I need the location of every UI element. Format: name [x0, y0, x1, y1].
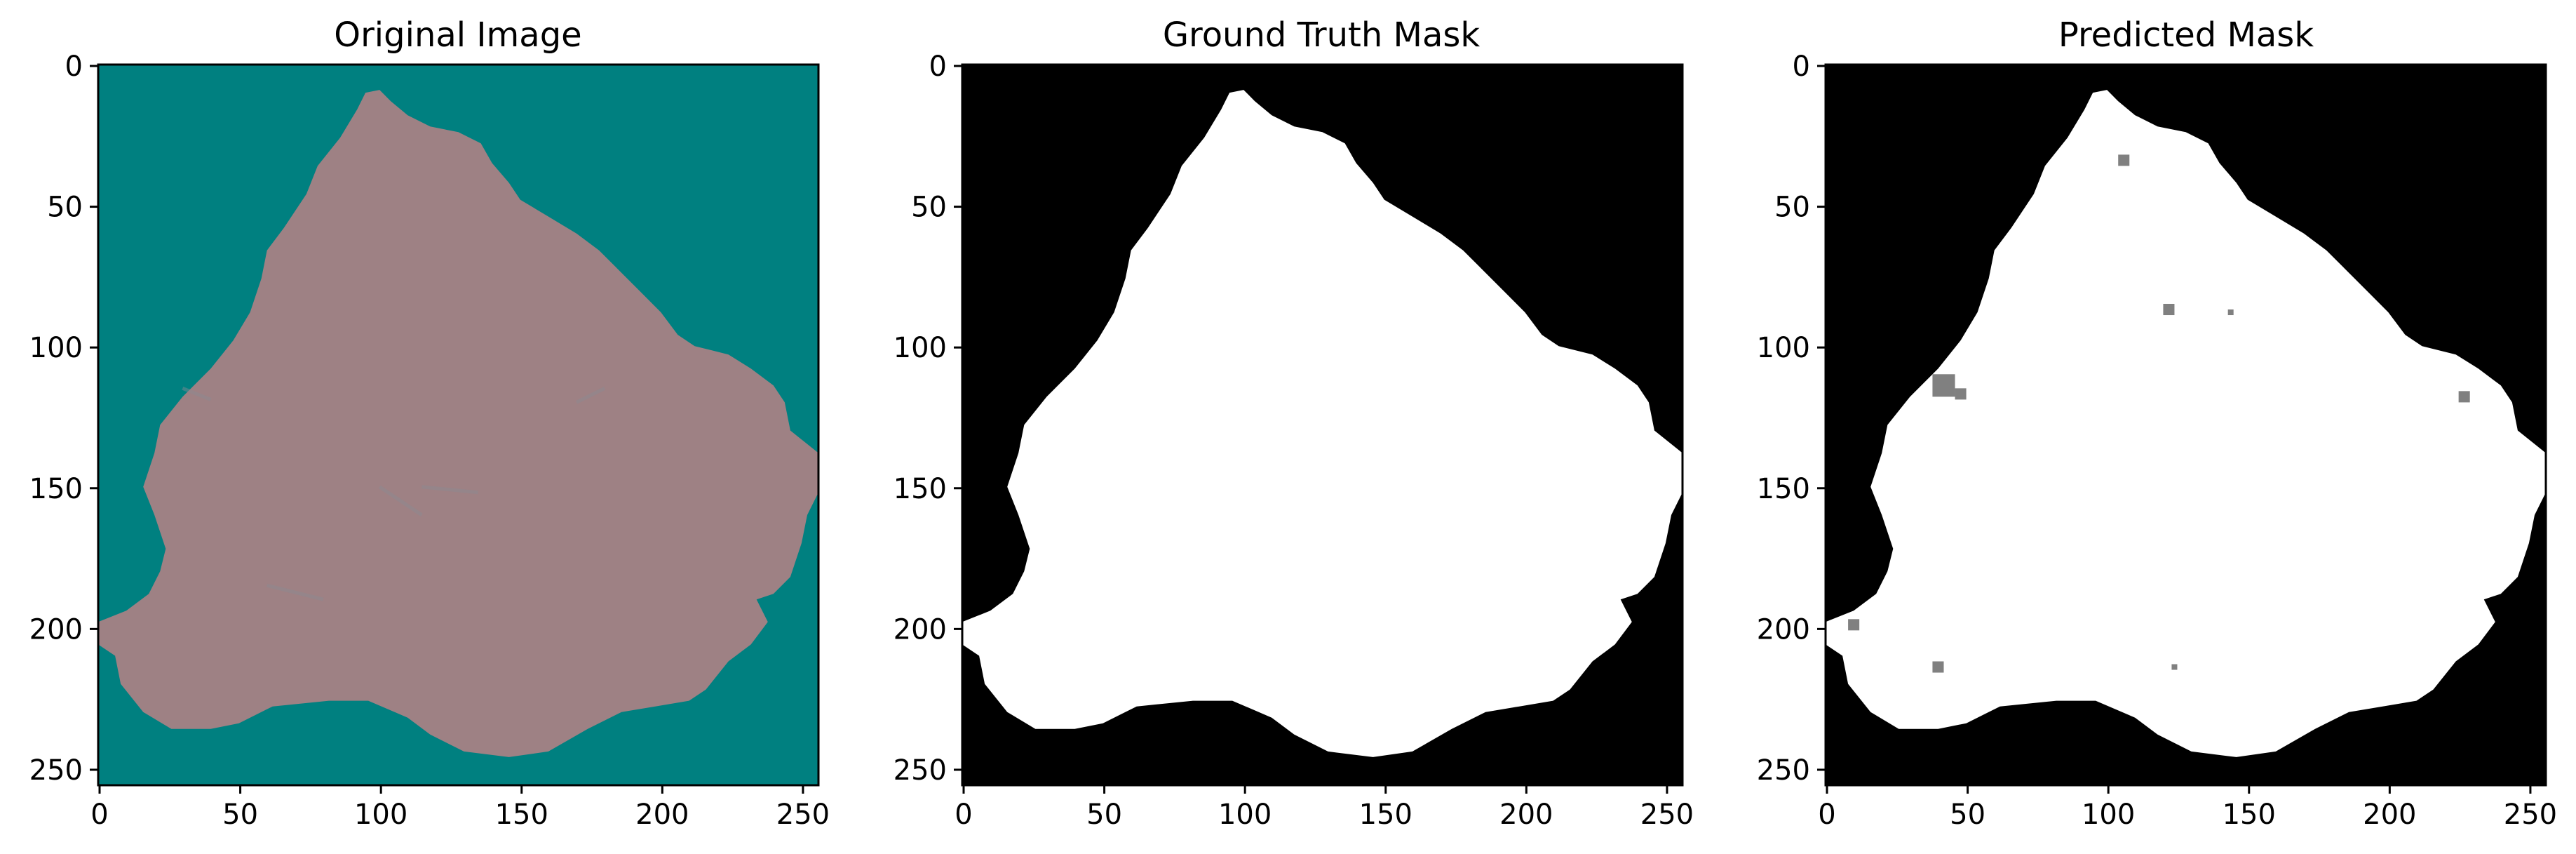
uncertain-spot [2458, 391, 2470, 403]
x-tick-label: 0 [90, 799, 108, 831]
mask-region [962, 90, 1683, 757]
panel-title: Ground Truth Mask [1163, 15, 1481, 55]
uncertain-spot [1848, 619, 1860, 631]
y-tick-label: 100 [29, 332, 83, 364]
texture-streak [575, 387, 606, 404]
y-tick-label: 150 [893, 473, 947, 505]
y-tick-label: 50 [1774, 192, 1810, 224]
x-tick-label: 100 [1218, 799, 1272, 831]
uncertain-spot [2171, 664, 2178, 670]
x-tick-label: 0 [955, 799, 972, 831]
x-tick-label: 0 [1818, 799, 1835, 831]
y-tick-label: 250 [893, 754, 947, 787]
x-tick-label: 100 [2082, 799, 2135, 831]
x-tick-label: 50 [1950, 799, 1985, 831]
panel-title: Original Image [334, 15, 581, 55]
x-tick-label: 100 [354, 799, 407, 831]
y-tick-label: 150 [1757, 473, 1810, 505]
x-tick-label: 250 [776, 799, 830, 831]
y-tick-label: 200 [29, 613, 83, 646]
uncertain-spot [2118, 154, 2130, 166]
y-tick-label: 50 [47, 192, 83, 224]
axes-frame [1824, 63, 2547, 787]
texture-streak [422, 485, 478, 495]
panel-original-image: Original Image 0 50 100 150 200 2500501001502… [29, 15, 830, 831]
x-tick-label: 50 [1086, 799, 1122, 831]
y-tick-label: 200 [1757, 613, 1810, 646]
uncertain-spot [1955, 388, 1967, 400]
mask-region [98, 90, 818, 757]
x-tick-label: 50 [222, 799, 258, 831]
x-tick-label: 200 [1499, 799, 1553, 831]
x-tick-label: 150 [1359, 799, 1412, 831]
uncertain-spot [2227, 309, 2234, 316]
texture-streak [182, 387, 212, 401]
panel-ground-truth-mask: Ground Truth Mask 0 50 100 150 200 2500501001… [893, 15, 1694, 831]
x-tick-label: 200 [2363, 799, 2416, 831]
x-tick-label: 250 [1640, 799, 1694, 831]
y-tick-label: 150 [29, 473, 83, 505]
y-tick-label: 100 [893, 332, 947, 364]
y-tick-label: 200 [893, 613, 947, 646]
mask-region [1826, 90, 2546, 757]
panel-predicted-mask: Predicted Mask 0 50 100 150 200 2500501001502… [1757, 15, 2557, 831]
axes-frame [961, 63, 1684, 787]
panel-title: Predicted Mask [2058, 15, 2314, 55]
y-tick-label: 0 [65, 51, 83, 83]
x-tick-label: 150 [2223, 799, 2276, 831]
axes-frame [97, 63, 820, 787]
uncertain-spot [2163, 303, 2175, 316]
texture-streak [378, 485, 423, 516]
y-tick-label: 250 [29, 754, 83, 787]
y-tick-label: 50 [911, 192, 947, 224]
x-tick-label: 200 [635, 799, 689, 831]
uncertain-spot [1932, 661, 1944, 673]
y-tick-label: 0 [929, 51, 947, 83]
y-tick-label: 0 [1793, 51, 1810, 83]
texture-streak [267, 583, 324, 601]
y-tick-label: 100 [1757, 332, 1810, 364]
y-tick-label: 250 [1757, 754, 1810, 787]
uncertain-spot [1932, 374, 1955, 397]
x-tick-label: 250 [2504, 799, 2557, 831]
x-tick-label: 150 [495, 799, 548, 831]
